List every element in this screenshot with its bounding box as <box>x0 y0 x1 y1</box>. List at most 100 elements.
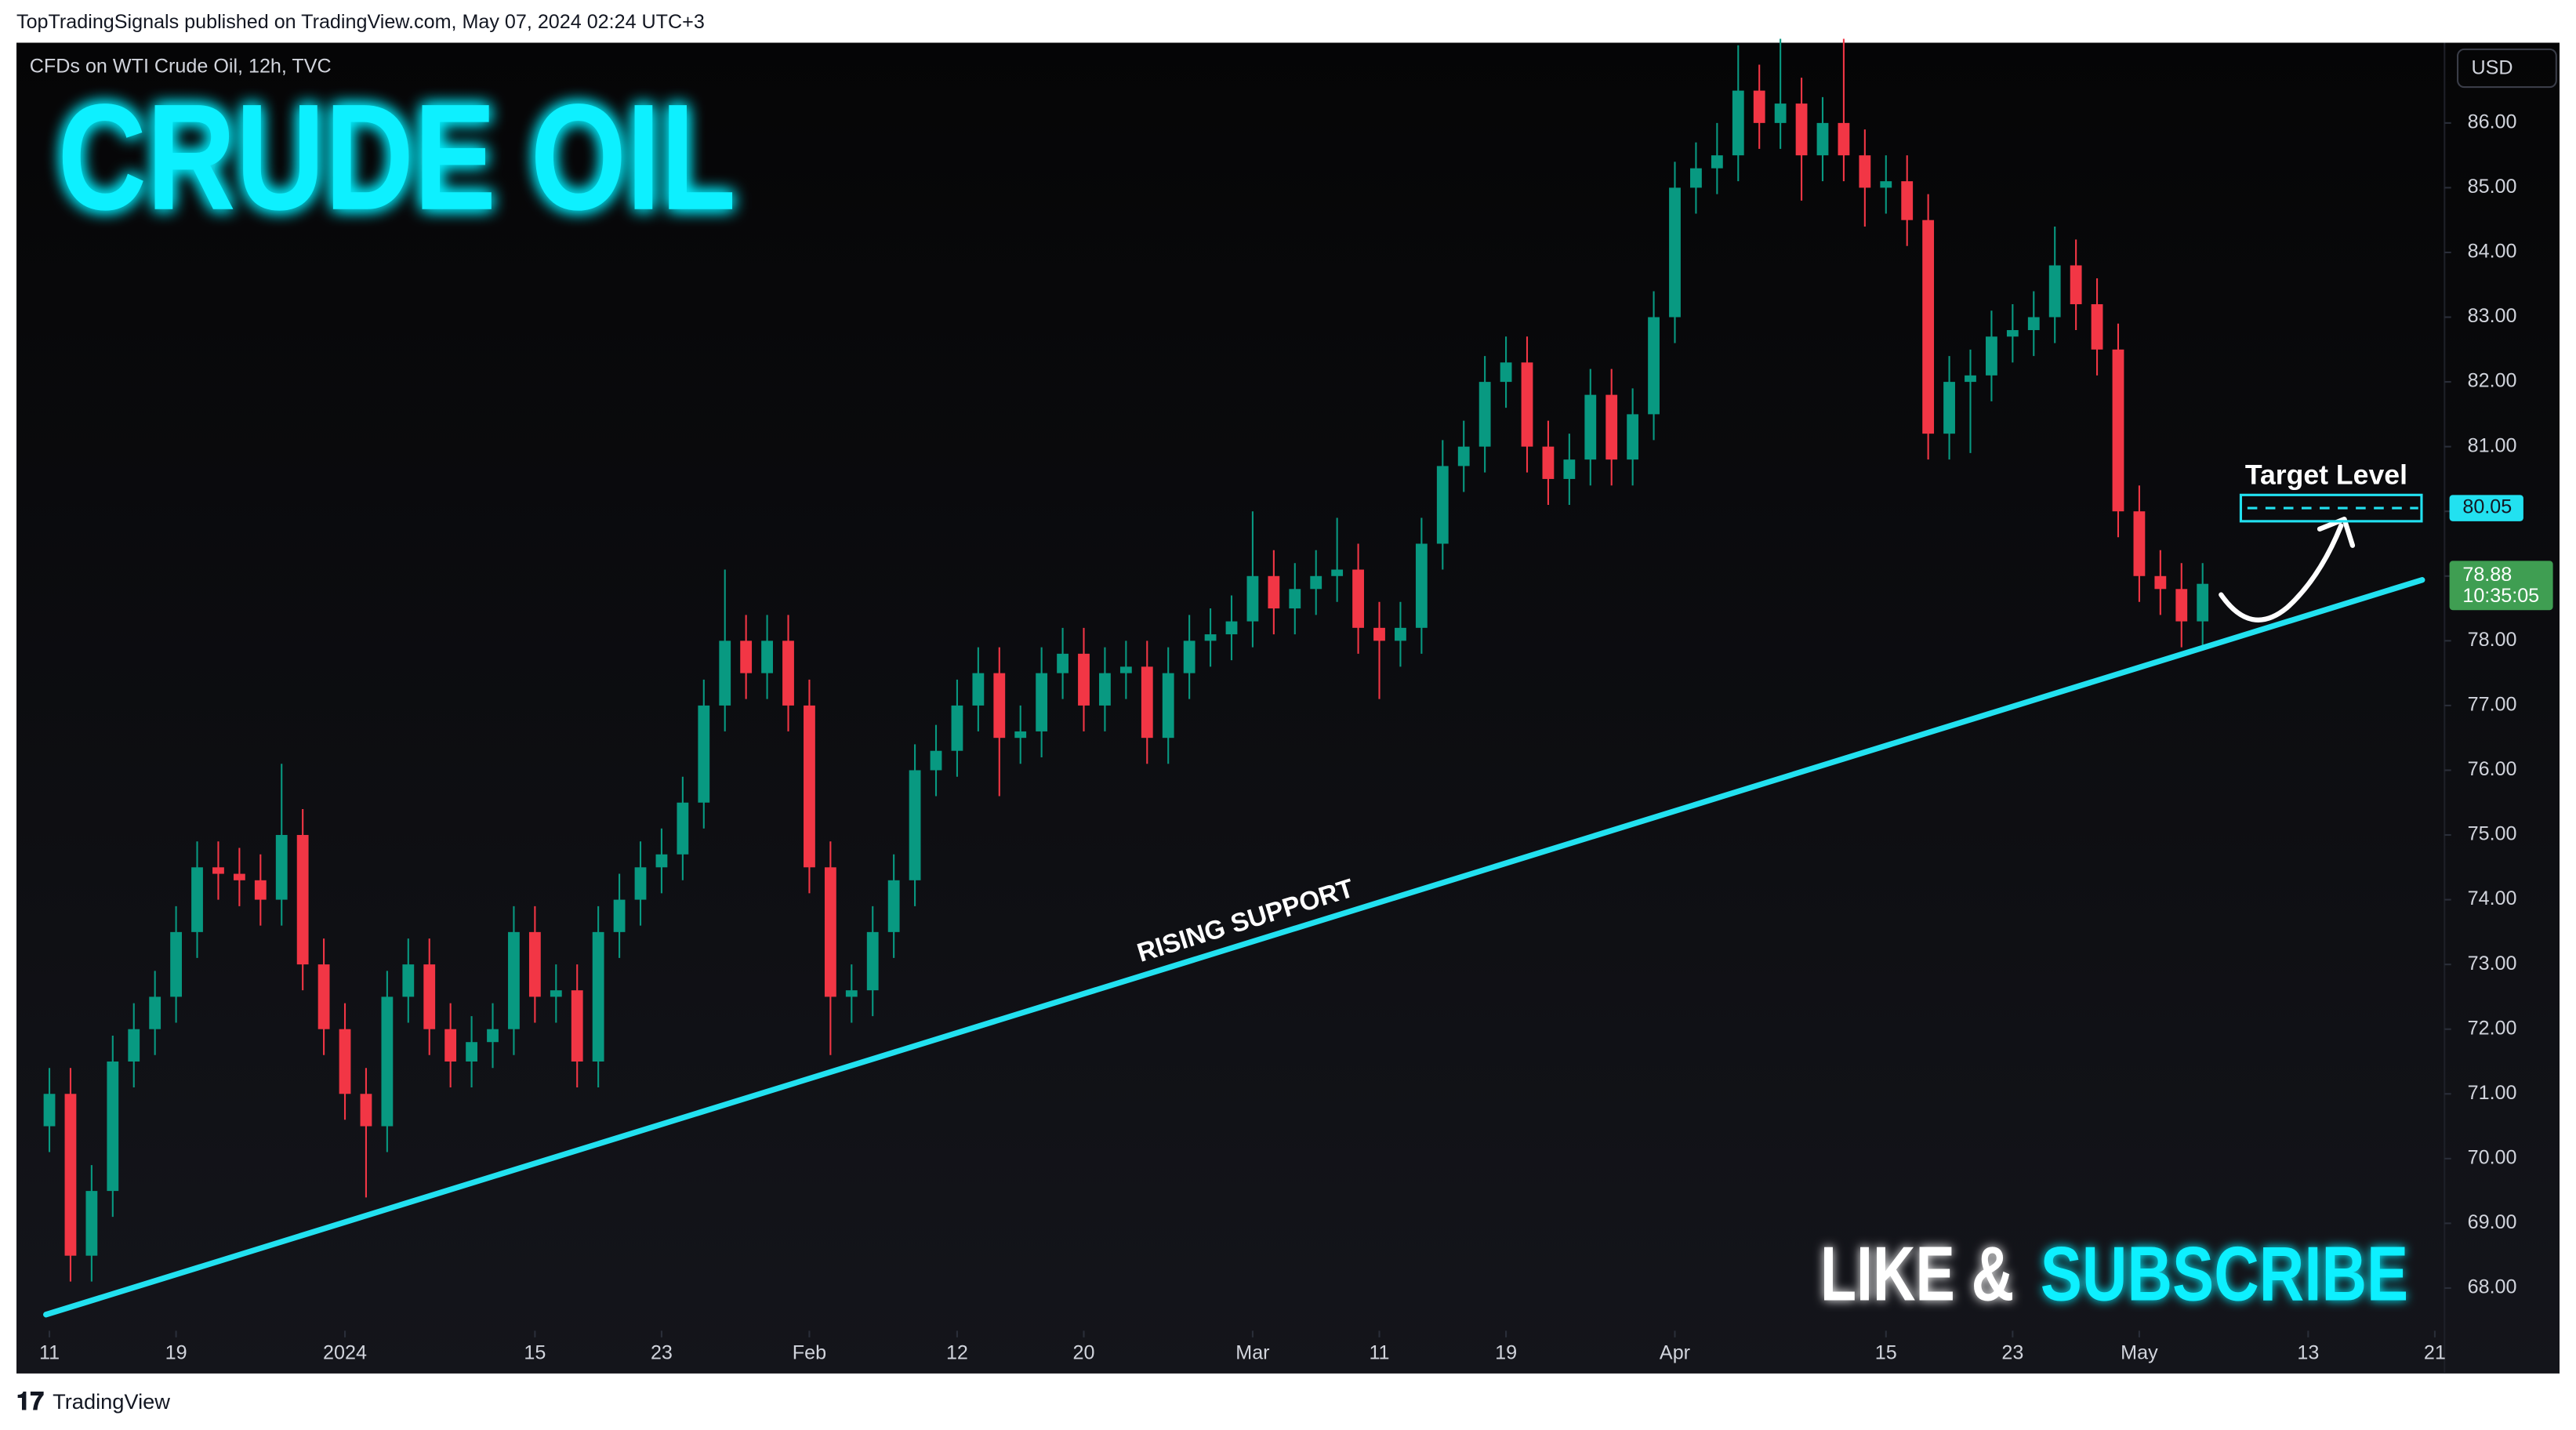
candle-body <box>1648 317 1660 415</box>
candles <box>43 38 2209 1282</box>
y-tick-label: 71.00 <box>2468 1082 2517 1104</box>
arrow-head <box>2317 517 2356 548</box>
candle-body <box>1014 731 1027 739</box>
candle-body <box>824 867 836 997</box>
candle-body <box>1225 621 1238 635</box>
candle-body <box>1816 122 1829 156</box>
last-price: 78.88 <box>2462 564 2512 586</box>
candle-body <box>1119 666 1132 673</box>
candle-body <box>233 873 245 880</box>
candle-body <box>1922 220 1935 434</box>
x-tick-label: 23 <box>651 1341 673 1363</box>
candle-body <box>1838 122 1850 156</box>
candle-body <box>1246 575 1259 622</box>
candle-body <box>2027 317 2040 331</box>
y-tick-label: 83.00 <box>2468 305 2517 327</box>
candle-body <box>1415 543 1428 628</box>
y-tick-label: 84.00 <box>2468 241 2517 263</box>
subtitle: CFDs on WTI Crude Oil, 12h, TVC <box>30 56 332 78</box>
y-tick-label: 72.00 <box>2468 1017 2517 1039</box>
candle-body <box>698 705 710 803</box>
candle-body <box>1795 103 1808 156</box>
candle-body <box>1859 155 1871 188</box>
candle-body <box>149 996 161 1029</box>
y-tick-label: 85.00 <box>2468 176 2517 198</box>
countdown: 10:35:05 <box>2462 585 2539 607</box>
candle-body <box>613 899 626 932</box>
y-tick-label: 82.00 <box>2468 370 2517 392</box>
cta-like: LIKE & <box>1820 1230 2014 1316</box>
candle-body <box>1563 459 1576 479</box>
candle-body <box>887 880 900 932</box>
candle-body <box>845 990 858 997</box>
y-tick-label: 69.00 <box>2468 1211 2517 1233</box>
candle-body <box>528 931 541 997</box>
candle-body <box>782 641 794 706</box>
candle-body <box>275 835 288 900</box>
y-tick-label: 74.00 <box>2468 887 2517 909</box>
footer: TradingView <box>53 1389 170 1414</box>
candle-body <box>1183 641 1195 673</box>
candle-body <box>381 996 394 1127</box>
candle-body <box>1690 168 1702 188</box>
y-tick-label: 78.00 <box>2468 629 2517 651</box>
candle-body <box>1901 181 1914 220</box>
candle-body <box>487 1029 499 1043</box>
candle-body <box>1669 187 1681 318</box>
candle-body <box>402 964 415 997</box>
target-label: Target Level <box>2245 459 2407 491</box>
x-tick-label: 23 <box>2001 1341 2023 1363</box>
candle-body <box>1753 90 1765 123</box>
candle-body <box>1352 569 1364 628</box>
x-tick-label: 2024 <box>323 1341 367 1363</box>
candle-body <box>254 880 267 900</box>
candle-body <box>740 641 753 673</box>
cta-subscribe: SUBSCRIBE <box>2041 1230 2408 1316</box>
candle-body <box>2154 575 2167 590</box>
x-tick-label: 20 <box>1073 1341 1095 1363</box>
candle-body <box>1986 336 1997 376</box>
x-tick-label: 15 <box>524 1341 546 1363</box>
y-tick-label: 77.00 <box>2468 694 2517 716</box>
chart-title: CRUDE OIL <box>57 72 735 241</box>
candle-body <box>1605 394 1618 460</box>
candle-body <box>466 1042 477 1062</box>
candle-body <box>1732 90 1744 156</box>
candle-body <box>1268 575 1280 609</box>
candle-body <box>1943 382 1955 434</box>
candle-body <box>191 867 203 932</box>
x-tick-label: May <box>2121 1341 2158 1363</box>
currency-button[interactable] <box>2457 48 2557 89</box>
candle-body <box>1457 446 1470 466</box>
candle-body <box>296 835 309 965</box>
candle-body <box>1204 634 1217 641</box>
x-tick-label: 15 <box>1875 1341 1897 1363</box>
candle-body <box>1436 466 1449 544</box>
candle-body <box>866 931 879 991</box>
candle-body <box>2048 265 2061 318</box>
y-tick-label: 70.00 <box>2468 1146 2517 1168</box>
candle-body <box>1310 575 1322 590</box>
arrow <box>2219 523 2344 622</box>
x-tick-label: 13 <box>2297 1341 2319 1363</box>
x-tick-label: 12 <box>946 1341 968 1363</box>
candle-body <box>1627 414 1639 460</box>
plot-background <box>16 42 2560 1374</box>
candle-body <box>1099 673 1111 706</box>
last-price-box <box>2449 561 2553 611</box>
candle-body <box>1036 673 1048 731</box>
x-tick-label: Apr <box>1660 1341 1690 1363</box>
candle-body <box>43 1094 56 1127</box>
target-price: 80.05 <box>2462 496 2512 518</box>
candle-body <box>2112 349 2124 512</box>
candle-body <box>634 867 647 900</box>
candle-body <box>317 964 330 1029</box>
x-tick-label: 11 <box>39 1341 60 1363</box>
candle-body <box>1880 181 1892 188</box>
candle-body <box>423 964 436 1029</box>
candle-body <box>1965 375 1976 383</box>
candle-body <box>212 867 224 874</box>
candle-body <box>107 1061 119 1192</box>
